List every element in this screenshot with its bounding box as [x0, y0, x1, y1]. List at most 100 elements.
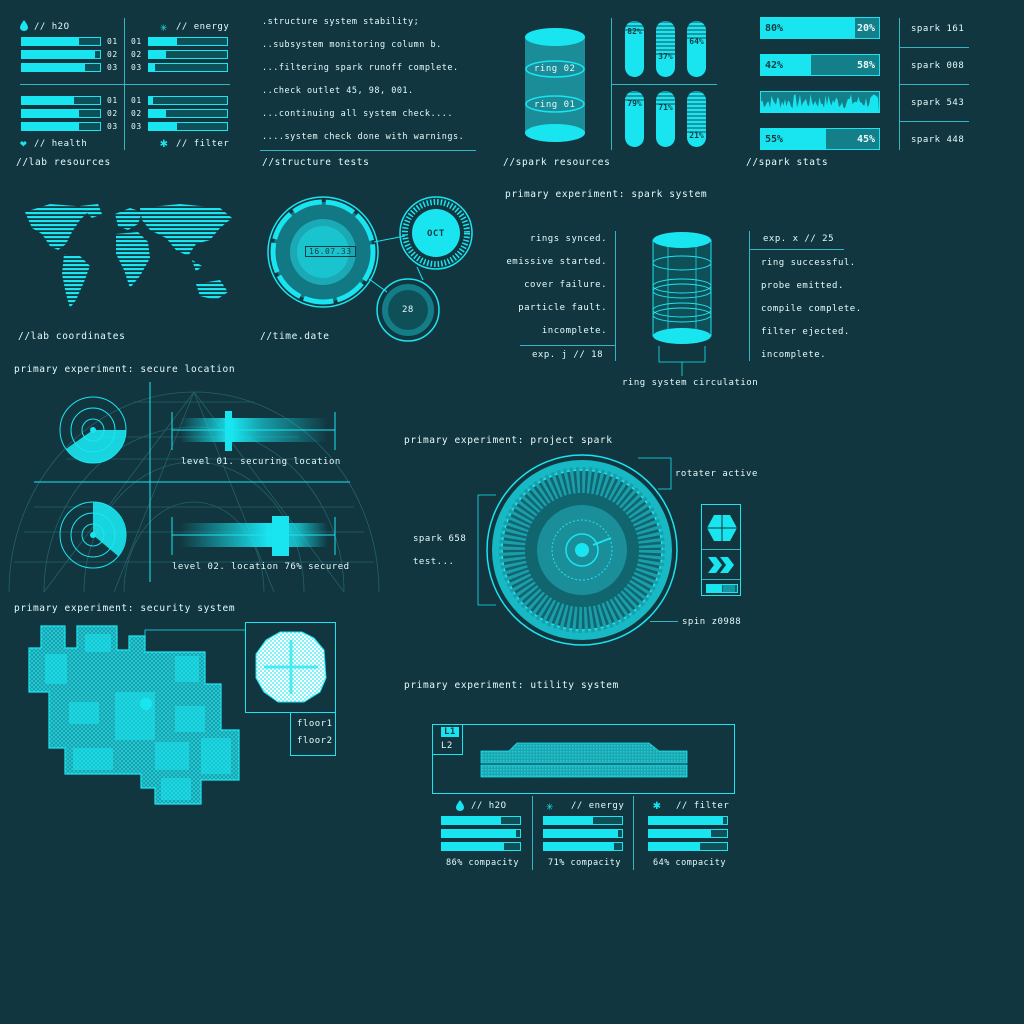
resource-pill: 71%: [656, 91, 675, 147]
drop-icon: [20, 20, 28, 34]
ring-01-label: ring 01: [534, 100, 576, 110]
project-spark-title: primary experiment: project spark: [404, 435, 613, 446]
world-map: [25, 204, 232, 308]
health-bar-2: [21, 109, 101, 118]
stat-right-value: 45%: [856, 134, 875, 145]
row-label: 02: [107, 50, 118, 59]
tab-l2[interactable]: L2: [441, 741, 453, 751]
energy-bar-2: [148, 50, 228, 59]
pill-value: 37%: [658, 52, 673, 62]
row-label: 02: [131, 109, 142, 118]
resource-pill: 82%: [625, 21, 644, 77]
pill-value: 82%: [627, 27, 642, 37]
month-value: OCT: [427, 229, 445, 239]
radar-icon-1: [59, 396, 127, 464]
tab-l1[interactable]: L1: [441, 727, 459, 737]
pill-value: 79%: [627, 98, 642, 108]
h2o-bar-3: [21, 63, 101, 72]
utility-column-caption: 64% compacity: [653, 858, 727, 868]
utility-bar: [441, 816, 521, 825]
utility-bar: [441, 829, 521, 838]
spark-system-log-line: ring successful.: [761, 258, 856, 268]
utility-bar: [543, 842, 623, 851]
util-sun-icon: ✳: [546, 799, 554, 813]
spark-658-label: spark 658: [413, 534, 467, 544]
radar-icon-2: [59, 501, 127, 569]
utility-bar: [648, 842, 728, 851]
energy-bar-3: [148, 63, 228, 72]
resource-pill: 37%: [656, 21, 675, 77]
pill-value: 21%: [689, 131, 704, 141]
ring-system-cylinder: [652, 232, 712, 376]
spark-system-log-line: probe emitted.: [761, 281, 844, 291]
floor-plan-map: [28, 625, 245, 805]
spark-stats-caption: //spark stats: [746, 157, 829, 168]
utility-machinery: [480, 742, 688, 778]
structure-test-line: ...continuing all system check....: [262, 109, 453, 119]
row-label: 01: [107, 37, 118, 46]
heart-icon: ❤: [20, 137, 28, 150]
pill-value: 71%: [658, 103, 673, 113]
ring-02-label: ring 02: [534, 64, 576, 74]
floor1-option[interactable]: floor1: [297, 719, 333, 729]
target-zoom-icon: [255, 631, 327, 703]
spark-system-log-line: emissive started.: [506, 257, 607, 267]
utility-column-label: // filter: [676, 801, 730, 811]
utility-bar: [543, 829, 623, 838]
time-date-value: 16.07.33: [305, 246, 356, 257]
spark-system-title: primary experiment: spark system: [505, 189, 708, 200]
resource-pill: 79%: [625, 91, 644, 147]
level-tabs: L1 L2: [433, 725, 463, 755]
spark-stat-label: spark 161: [911, 24, 965, 34]
test-label: test...: [413, 557, 455, 567]
lab-resources-caption: //lab resources: [16, 157, 111, 168]
health-label: // health: [34, 139, 88, 149]
filter-bar-3: [148, 122, 228, 131]
secure-location-title: primary experiment: secure location: [14, 364, 236, 375]
level-01-label: level 01. securing location: [181, 457, 341, 467]
row-label: 03: [107, 122, 118, 131]
utility-column-label: // h2O: [471, 801, 507, 811]
stat-left-value: 55%: [765, 134, 784, 145]
time-date-dials: [267, 196, 473, 342]
ring-circulation-caption: ring system circulation: [622, 378, 759, 388]
stat-right-value: 20%: [856, 23, 875, 34]
energy-label: // energy: [176, 22, 230, 32]
energy-bar-1: [148, 37, 228, 46]
spark-system-log-line: cover failure.: [524, 280, 607, 290]
spin-label: spin z0988: [682, 617, 742, 627]
h2o-bar-2: [21, 50, 101, 59]
h2o-bar-1: [21, 37, 101, 46]
utility-bar: [648, 816, 728, 825]
spark-resources-caption: //spark resources: [503, 157, 611, 168]
row-label: 03: [131, 122, 142, 131]
spark-stat-label: spark 543: [911, 98, 965, 108]
row-label: 03: [107, 63, 118, 72]
stat-left-value: 80%: [765, 23, 784, 34]
floor2-option[interactable]: floor2: [297, 736, 333, 746]
ring-cylinder-icon: [525, 28, 585, 142]
structure-tests-caption: //structure tests: [262, 157, 370, 168]
row-label: 03: [131, 63, 142, 72]
row-label: 01: [131, 96, 142, 105]
spark-stat-bar: 42% 58%: [760, 54, 880, 76]
filter-bar-1: [148, 96, 228, 105]
utility-system-title: primary experiment: utility system: [404, 680, 619, 691]
utility-column-label: // energy: [571, 801, 625, 811]
security-system-title: primary experiment: security system: [14, 603, 236, 614]
structure-test-line: ..check outlet 45, 98, 001.: [262, 86, 414, 96]
time-date-caption: //time.date: [260, 331, 330, 342]
utility-bar: [648, 829, 728, 838]
fast-forward-icon[interactable]: [707, 555, 737, 575]
rotater-connector: [638, 457, 672, 490]
battery-icon: [706, 584, 738, 593]
utility-column-caption: 86% compacity: [446, 858, 520, 868]
level-02-scanner: [171, 516, 336, 556]
hexagon-button[interactable]: [706, 513, 738, 543]
spark-system-log-line: filter ejected.: [761, 327, 850, 337]
spark-stat-bar: 55% 45%: [760, 128, 880, 150]
filter-label: // filter: [176, 139, 230, 149]
structure-test-line: .structure system stability;: [262, 17, 420, 27]
spark-system-left-footer: exp. j // 18: [532, 350, 604, 360]
health-bar-3: [21, 122, 101, 131]
